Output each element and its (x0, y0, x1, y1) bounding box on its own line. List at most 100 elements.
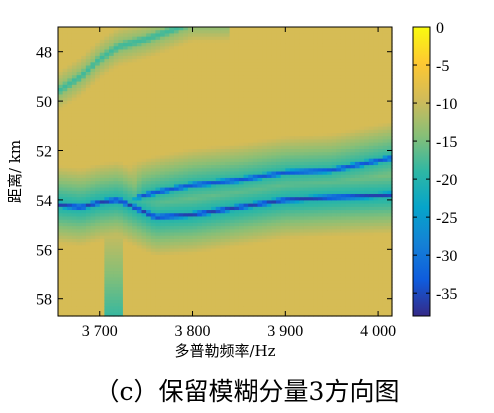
heatmap-cell (192, 107, 198, 112)
heatmap-cell (303, 36, 310, 41)
heatmap-cell (178, 303, 184, 307)
heatmap-cell (225, 161, 231, 166)
heatmap-cell (280, 245, 286, 250)
heatmap-cell (234, 152, 240, 157)
heatmap-cell (81, 123, 87, 128)
heatmap-cell (271, 62, 277, 67)
heatmap-cell (155, 232, 161, 237)
heatmap-cell (160, 132, 166, 137)
heatmap-cell (160, 142, 166, 147)
heatmap-cell (285, 107, 291, 112)
heatmap-cell (303, 161, 310, 166)
heatmap-cell (141, 75, 147, 79)
heatmap-cell (58, 190, 64, 195)
heatmap-cell (164, 248, 170, 253)
heatmap-cell (285, 129, 291, 134)
heatmap-cell (76, 27, 82, 31)
heatmap-cell (183, 104, 189, 108)
heatmap-cell (234, 129, 240, 134)
heatmap-cell (76, 68, 82, 73)
heatmap-cell (220, 267, 226, 272)
heatmap-cell (160, 200, 166, 205)
heatmap-cell (289, 219, 296, 224)
heatmap-cell (67, 139, 73, 144)
heatmap-cell (164, 312, 170, 317)
heatmap-cell (160, 251, 166, 256)
heatmap-cell (285, 242, 291, 246)
heatmap-cell (127, 155, 133, 160)
heatmap-cell (225, 306, 231, 311)
heatmap-cell (276, 100, 282, 105)
heatmap-cell (85, 238, 92, 243)
heatmap-cell (303, 145, 310, 150)
heatmap-cell (118, 222, 124, 227)
heatmap-cell (169, 293, 175, 298)
heatmap-cell (127, 193, 133, 198)
heatmap-cell (197, 235, 203, 240)
heatmap-cell (192, 168, 198, 173)
heatmap-cell (285, 158, 291, 163)
heatmap-cell (169, 177, 175, 182)
heatmap-cell (127, 242, 133, 246)
heatmap-cell (299, 187, 305, 192)
heatmap-cell (303, 177, 310, 182)
heatmap-cell (271, 200, 277, 205)
heatmap-cell (211, 271, 217, 275)
heatmap-image (58, 27, 393, 317)
heatmap-cell (95, 136, 101, 140)
heatmap-cell (234, 290, 240, 295)
heatmap-cell (118, 299, 124, 304)
heatmap-cell (294, 168, 300, 173)
heatmap-cell (67, 193, 73, 198)
heatmap-cell (299, 245, 305, 250)
heatmap-cell (136, 132, 143, 137)
heatmap-cell (99, 158, 105, 163)
heatmap-cell (76, 238, 82, 243)
heatmap-cell (136, 184, 143, 189)
heatmap-cell (122, 296, 129, 301)
heatmap-cell (229, 197, 235, 201)
heatmap-cell (109, 136, 115, 140)
heatmap-cell (234, 158, 240, 163)
heatmap-cell (173, 120, 180, 124)
heatmap-cell (192, 46, 198, 51)
heatmap-cell (276, 226, 282, 230)
heatmap-cell (206, 299, 212, 304)
heatmap-cell (85, 200, 92, 205)
heatmap-cell (308, 39, 314, 44)
heatmap-cell (67, 303, 73, 307)
heatmap-cell (164, 245, 170, 250)
heatmap-cell (206, 190, 212, 195)
heatmap-cell (178, 168, 184, 173)
heatmap-cell (313, 171, 319, 176)
heatmap-cell (146, 132, 152, 137)
heatmap-cell (197, 213, 203, 218)
heatmap-cell (201, 123, 208, 128)
heatmap-cell (150, 88, 157, 92)
heatmap-cell (71, 251, 78, 256)
heatmap-cell (95, 36, 101, 41)
heatmap-cell (122, 264, 129, 269)
heatmap-cell (150, 62, 157, 67)
heatmap-cell (109, 206, 115, 211)
heatmap-cell (294, 129, 300, 134)
heatmap-cell (127, 116, 133, 121)
heatmap-cell (294, 261, 300, 266)
heatmap-cell (289, 107, 296, 112)
heatmap-cell (201, 226, 208, 230)
heatmap-cell (289, 296, 296, 301)
heatmap-cell (262, 30, 268, 35)
heatmap-cell (118, 107, 124, 112)
heatmap-cell (266, 299, 272, 304)
heatmap-cell (266, 59, 272, 63)
heatmap-cell (211, 251, 217, 256)
heatmap-cell (248, 312, 254, 317)
heatmap-cell (276, 129, 282, 134)
heatmap-cell (243, 274, 249, 279)
heatmap-cell (169, 309, 175, 314)
heatmap-cell (299, 213, 305, 218)
heatmap-cell (118, 91, 124, 96)
heatmap-cell (192, 258, 198, 263)
heatmap-cell (67, 216, 73, 221)
heatmap-cell (118, 232, 124, 237)
